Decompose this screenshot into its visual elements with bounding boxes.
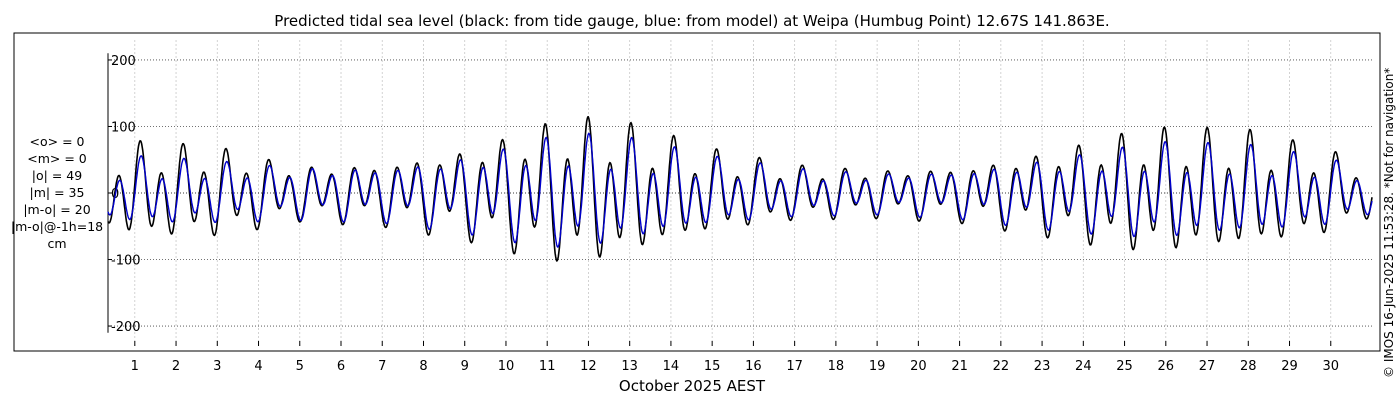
series-gauge-line: [107, 115, 1373, 262]
stat-line: |m-o| = 20: [23, 202, 90, 217]
x-tick-label: 14: [663, 359, 680, 374]
x-tick-label: 8: [419, 359, 427, 374]
x-axis: 1 2 3 4 5 6 7 8 9 10 11 12 13 14 15 16 17 18 19 20 21 22 23 24 2…: [131, 341, 1339, 374]
series-group: [107, 115, 1373, 262]
stat-line: |m| = 35: [30, 185, 85, 200]
y-tick-label: -200: [111, 320, 141, 335]
x-tick-label: 7: [378, 359, 386, 374]
x-tick-label: 3: [213, 359, 221, 374]
x-tick-label: 19: [869, 359, 886, 374]
x-tick-label: 4: [254, 359, 262, 374]
x-tick-label: 25: [1116, 359, 1133, 374]
x-tick-label: 24: [1075, 359, 1092, 374]
x-tick-label: 13: [621, 359, 638, 374]
x-tick-label: 18: [828, 359, 845, 374]
x-tick-label: 6: [337, 359, 345, 374]
y-tick-label: 200: [111, 54, 136, 69]
x-tick-label: 1: [131, 359, 139, 374]
outer-frame: [13, 32, 1381, 352]
x-tick-label: 15: [704, 359, 721, 374]
stat-line: |o| = 49: [32, 168, 82, 183]
x-tick-label: 5: [296, 359, 304, 374]
x-tick-label: 21: [951, 359, 968, 374]
stat-line: <o> = 0: [30, 134, 85, 149]
x-tick-label: 26: [1158, 359, 1175, 374]
x-axis-label: October 2025 AEST: [619, 377, 766, 395]
x-tick-label: 11: [539, 359, 556, 374]
x-tick-label: 30: [1322, 359, 1339, 374]
credit-text: © IMOS 16-Jun-2025 11:53:28. *Not for na…: [1382, 68, 1396, 378]
x-tick-label: 9: [461, 359, 469, 374]
x-tick-label: 27: [1199, 359, 1216, 374]
y-tick-label: -100: [111, 254, 141, 269]
x-tick-label: 28: [1240, 359, 1257, 374]
chart-title: Predicted tidal sea level (black: from t…: [274, 12, 1109, 30]
x-tick-label: 17: [786, 359, 803, 374]
x-tick-label: 22: [993, 359, 1010, 374]
x-tick-label: 16: [745, 359, 762, 374]
series-model-line: [107, 132, 1373, 248]
x-tick-label: 10: [498, 359, 515, 374]
stat-line: <m> = 0: [27, 151, 87, 166]
x-tick-label: 2: [172, 359, 180, 374]
x-tick-label: 23: [1034, 359, 1051, 374]
x-tick-label: 12: [580, 359, 597, 374]
stat-line: |m-o|@-1h=18: [11, 219, 103, 234]
stat-line: cm: [47, 236, 66, 251]
y-tick-label: 100: [111, 120, 136, 135]
x-tick-label: 29: [1281, 359, 1298, 374]
x-tick-label: 20: [910, 359, 927, 374]
stats-panel: <o> = 0 <m> = 0 |o| = 49 |m| = 35 |m-o| = 20…: [11, 134, 103, 251]
